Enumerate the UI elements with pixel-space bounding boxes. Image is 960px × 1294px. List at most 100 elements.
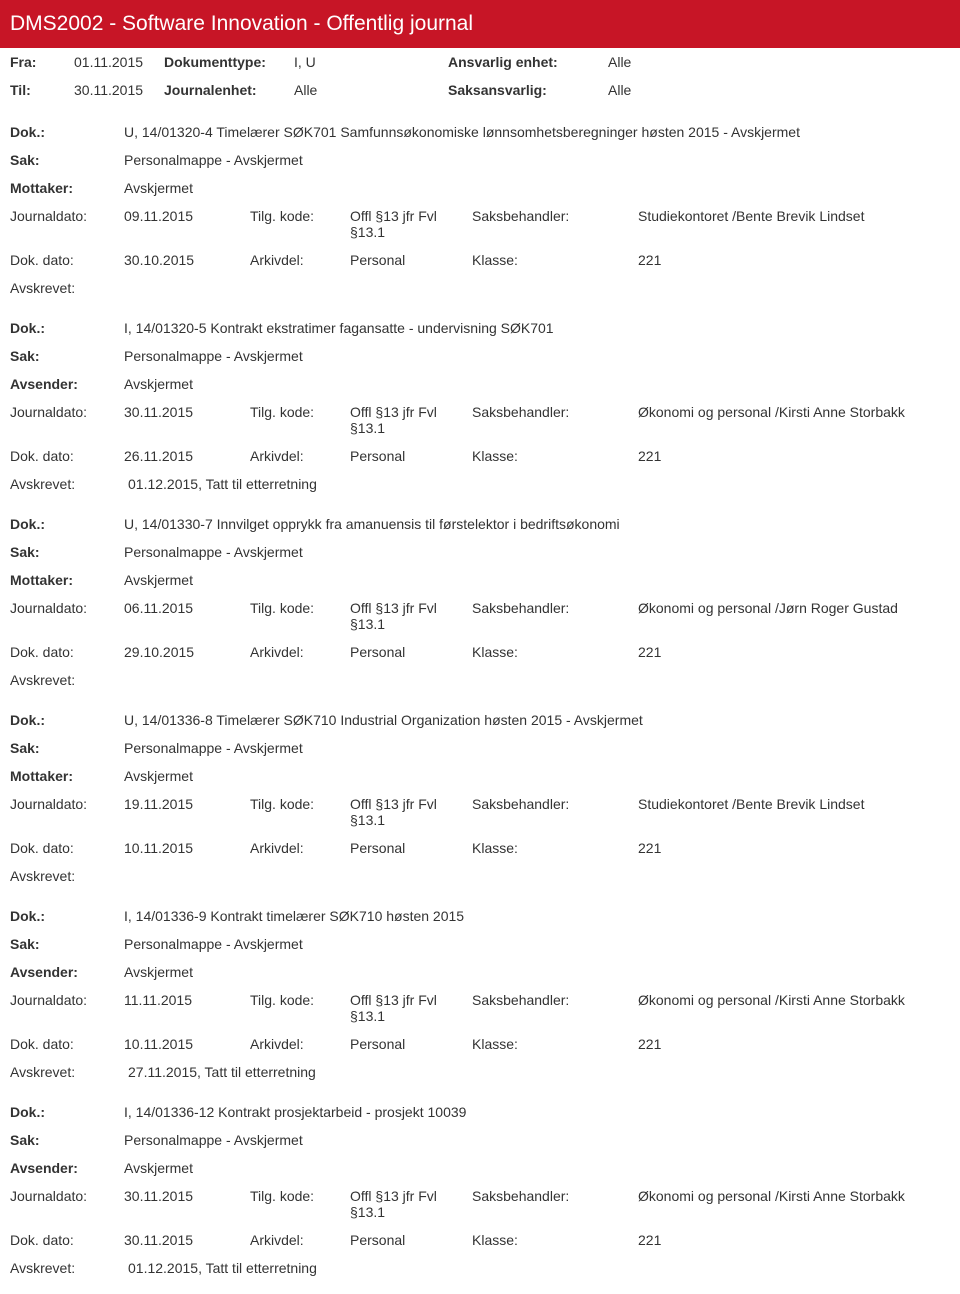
arkivdel-label: Arkivdel: <box>250 1232 350 1248</box>
saksbehandler-label: Saksbehandler: <box>472 208 638 224</box>
tilg-label: Tilg. kode: <box>250 404 350 420</box>
arkivdel-label: Arkivdel: <box>250 1036 350 1052</box>
saksbehandler-value: Økonomi og personal /Kirsti Anne Storbak… <box>638 992 950 1008</box>
party-value: Avskjermet <box>124 180 950 196</box>
dok-label: Dok.: <box>10 908 124 924</box>
sak-label: Sak: <box>10 936 124 952</box>
klasse-value: 221 <box>638 448 950 464</box>
sak-label: Sak: <box>10 152 124 168</box>
arkivdel-value: Personal <box>350 1036 472 1052</box>
doktype-value: I, U <box>294 54 448 70</box>
party-label: Avsender: <box>10 1160 124 1176</box>
saksbehandler-label: Saksbehandler: <box>472 992 638 1008</box>
avskrevet-row: Avskrevet: <box>10 862 950 896</box>
avskrevet-label: Avskrevet: <box>10 868 128 884</box>
journal-entry: Dok.: I, 14/01320-5 Kontrakt ekstratimer… <box>0 314 960 510</box>
meta-row-2: Til: 30.11.2015 Journalenhet: Alle Saksa… <box>0 76 960 104</box>
dok-value: U, 14/01336-8 Timelærer SØK710 Industria… <box>124 712 950 728</box>
tilg-value: Offl §13 jfr Fvl §13.1 <box>350 600 472 632</box>
dok-value: U, 14/01330-7 Innvilget opprykk fra aman… <box>124 516 950 532</box>
party-row: Mottaker: Avskjermet <box>10 174 950 202</box>
meta-row-1: Fra: 01.11.2015 Dokumenttype: I, U Ansva… <box>0 48 960 76</box>
saksbehandler-value: Studiekontoret /Bente Brevik Lindset <box>638 208 950 224</box>
arkivdel-label: Arkivdel: <box>250 252 350 268</box>
klasse-value: 221 <box>638 252 950 268</box>
dokdato-value: 26.11.2015 <box>124 448 250 464</box>
journaldato-value: 30.11.2015 <box>124 404 250 420</box>
dok-label: Dok.: <box>10 320 124 336</box>
party-row: Avsender: Avskjermet <box>10 958 950 986</box>
tilg-label: Tilg. kode: <box>250 1188 350 1204</box>
party-row: Mottaker: Avskjermet <box>10 566 950 594</box>
avskrevet-label: Avskrevet: <box>10 672 128 688</box>
party-value: Avskjermet <box>124 768 950 784</box>
journal-entry: Dok.: U, 14/01336-8 Timelærer SØK710 Ind… <box>0 706 960 902</box>
avskrevet-value: 01.12.2015, Tatt til etterretning <box>128 1260 950 1276</box>
sak-value: Personalmappe - Avskjermet <box>124 740 950 756</box>
klasse-value: 221 <box>638 1036 950 1052</box>
dokdato-value: 30.10.2015 <box>124 252 250 268</box>
saksbehandler-label: Saksbehandler: <box>472 796 638 812</box>
arkivdel-value: Personal <box>350 1232 472 1248</box>
party-row: Avsender: Avskjermet <box>10 1154 950 1182</box>
klasse-value: 221 <box>638 644 950 660</box>
dok-value: U, 14/01320-4 Timelærer SØK701 Samfunnsø… <box>124 124 950 140</box>
journaldato-label: Journaldato: <box>10 796 124 812</box>
sak-value: Personalmappe - Avskjermet <box>124 348 950 364</box>
sak-label: Sak: <box>10 1132 124 1148</box>
sak-label: Sak: <box>10 740 124 756</box>
tilg-label: Tilg. kode: <box>250 796 350 812</box>
journaldato-label: Journaldato: <box>10 992 124 1008</box>
til-value: 30.11.2015 <box>74 82 164 98</box>
arkivdel-value: Personal <box>350 840 472 856</box>
dokdato-value: 29.10.2015 <box>124 644 250 660</box>
journaldato-row: Journaldato: 06.11.2015 Tilg. kode: Offl… <box>10 594 950 638</box>
avskrevet-row: Avskrevet: 27.11.2015, Tatt til etterret… <box>10 1058 950 1092</box>
party-value: Avskjermet <box>124 1160 950 1176</box>
fra-label: Fra: <box>10 54 74 70</box>
journaldato-label: Journaldato: <box>10 600 124 616</box>
ansvarlig-label: Ansvarlig enhet: <box>448 54 608 70</box>
dok-value: I, 14/01320-5 Kontrakt ekstratimer fagan… <box>124 320 950 336</box>
party-value: Avskjermet <box>124 572 950 588</box>
til-label: Til: <box>10 82 74 98</box>
journaldato-row: Journaldato: 19.11.2015 Tilg. kode: Offl… <box>10 790 950 834</box>
klasse-value: 221 <box>638 840 950 856</box>
saks-value: Alle <box>608 82 950 98</box>
arkivdel-value: Personal <box>350 252 472 268</box>
journaldato-label: Journaldato: <box>10 404 124 420</box>
journaldato-value: 06.11.2015 <box>124 600 250 616</box>
party-row: Avsender: Avskjermet <box>10 370 950 398</box>
journalenhet-label: Journalenhet: <box>164 82 294 98</box>
page-title: DMS2002 - Software Innovation - Offentli… <box>10 12 473 35</box>
party-value: Avskjermet <box>124 376 950 392</box>
sak-value: Personalmappe - Avskjermet <box>124 152 950 168</box>
klasse-label: Klasse: <box>472 1036 638 1052</box>
saksbehandler-label: Saksbehandler: <box>472 1188 638 1204</box>
dokdato-row: Dok. dato: 29.10.2015 Arkivdel: Personal… <box>10 638 950 666</box>
dok-value: I, 14/01336-9 Kontrakt timelærer SØK710 … <box>124 908 950 924</box>
dokdato-label: Dok. dato: <box>10 252 124 268</box>
dok-row: Dok.: U, 14/01320-4 Timelærer SØK701 Sam… <box>10 118 950 146</box>
klasse-label: Klasse: <box>472 840 638 856</box>
klasse-value: 221 <box>638 1232 950 1248</box>
party-label: Mottaker: <box>10 572 124 588</box>
tilg-label: Tilg. kode: <box>250 992 350 1008</box>
avskrevet-label: Avskrevet: <box>10 476 128 492</box>
journaldato-label: Journaldato: <box>10 208 124 224</box>
divider <box>0 104 960 118</box>
sak-row: Sak: Personalmappe - Avskjermet <box>10 538 950 566</box>
journaldato-value: 30.11.2015 <box>124 1188 250 1204</box>
sak-label: Sak: <box>10 348 124 364</box>
dok-label: Dok.: <box>10 124 124 140</box>
avskrevet-row: Avskrevet: <box>10 666 950 700</box>
journaldato-value: 11.11.2015 <box>124 992 250 1008</box>
dok-label: Dok.: <box>10 712 124 728</box>
arkivdel-label: Arkivdel: <box>250 448 350 464</box>
dok-row: Dok.: I, 14/01336-12 Kontrakt prosjektar… <box>10 1098 950 1126</box>
dok-value: I, 14/01336-12 Kontrakt prosjektarbeid -… <box>124 1104 950 1120</box>
dokdato-value: 10.11.2015 <box>124 1036 250 1052</box>
dokdato-value: 30.11.2015 <box>124 1232 250 1248</box>
sak-row: Sak: Personalmappe - Avskjermet <box>10 342 950 370</box>
saksbehandler-label: Saksbehandler: <box>472 600 638 616</box>
